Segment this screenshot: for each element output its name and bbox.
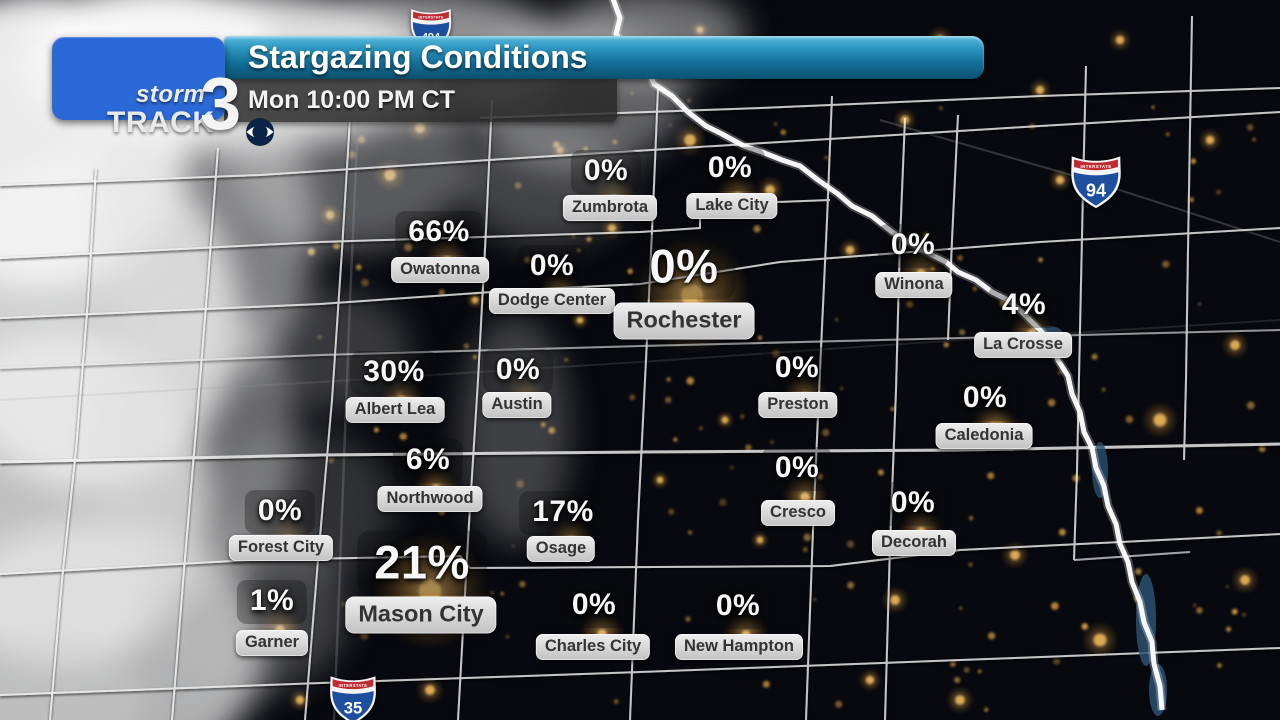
mississippi-river [608, 0, 1167, 716]
